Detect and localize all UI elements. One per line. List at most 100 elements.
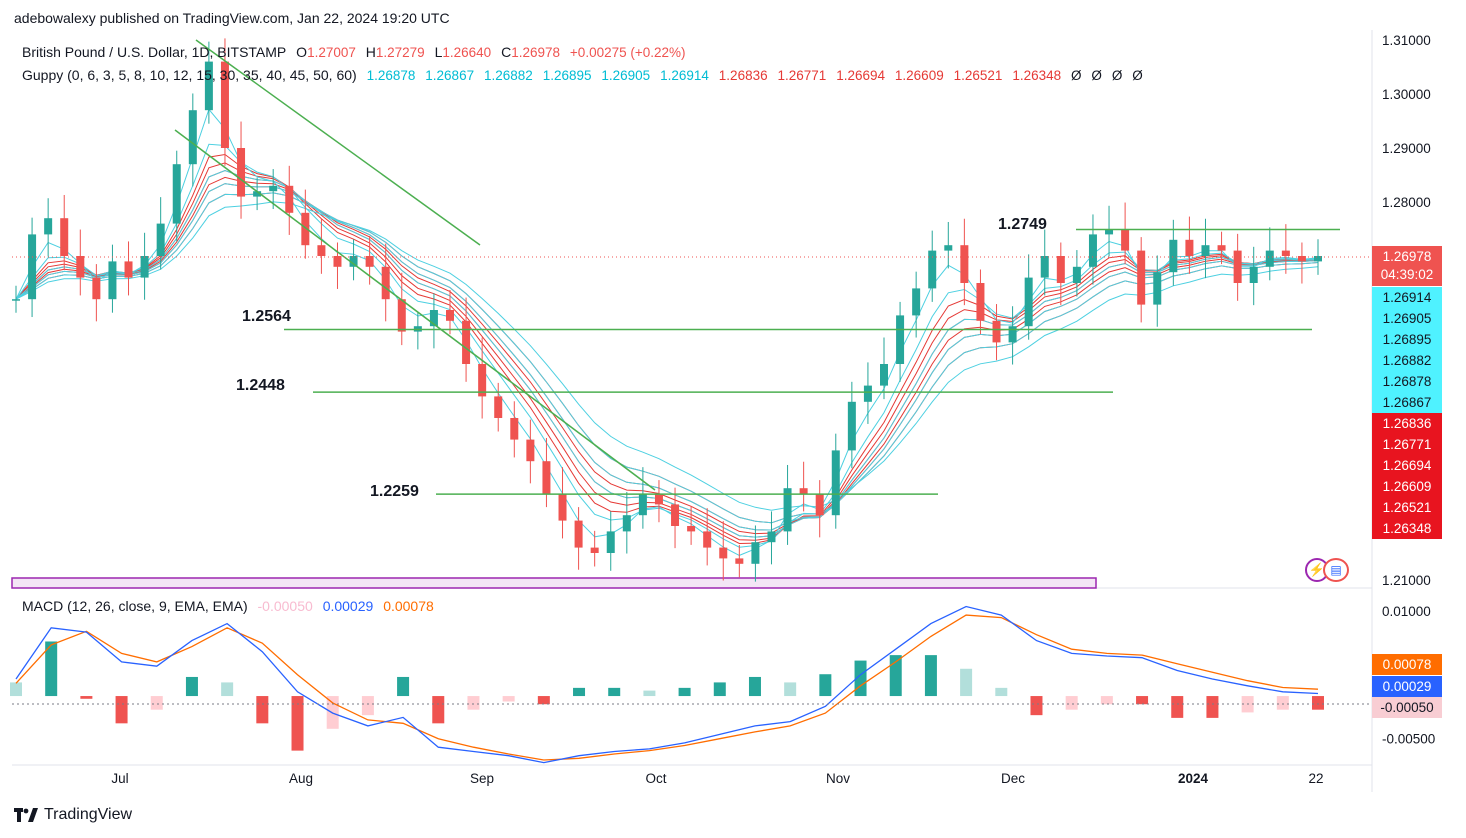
candle-body xyxy=(108,261,117,300)
candle-body xyxy=(44,218,53,235)
candle-body xyxy=(381,266,390,300)
macd-histogram-bar xyxy=(80,696,93,699)
time-tick-label: Dec xyxy=(1001,771,1025,786)
level-label-1-2564: 1.2564 xyxy=(242,308,291,325)
us-flag-icon[interactable]: ▤ xyxy=(1323,558,1349,582)
macd-histogram-bar xyxy=(1030,696,1043,716)
guppy-fast-price-tag: 1.26905 xyxy=(1372,308,1442,329)
candle-body xyxy=(204,61,213,111)
macd-hist-tag: -0.00050 xyxy=(1372,697,1442,718)
tradingview-logo-icon xyxy=(14,808,38,822)
macd-histogram-bar xyxy=(361,696,374,716)
candle-body xyxy=(1056,256,1065,283)
candle-body xyxy=(237,148,246,197)
ohlc-low: L1.26640 xyxy=(435,44,492,60)
macd-signal-value: 0.00078 xyxy=(383,598,434,614)
guppy-empty-value: Ø xyxy=(1071,68,1082,83)
guppy-fast-value: 1.26878 xyxy=(366,68,416,83)
candle-body xyxy=(28,234,37,300)
macd-histogram-bar xyxy=(221,682,234,697)
candle-body xyxy=(896,315,905,364)
candle-body xyxy=(783,488,792,532)
ohlc-close: C1.26978 xyxy=(501,44,560,60)
guppy-slow-value: 1.26836 xyxy=(718,68,768,83)
candle-body xyxy=(1121,229,1130,251)
close-value: 1.26978 xyxy=(511,45,561,60)
guppy-fast-value: 1.26914 xyxy=(660,68,709,83)
macd-histogram-bar xyxy=(995,687,1008,697)
guppy-slow-price-tag: 1.26694 xyxy=(1372,455,1442,476)
macd-signal-tag: 0.00078 xyxy=(1372,654,1442,675)
candle-body xyxy=(574,520,583,548)
macd-histogram-bar xyxy=(889,655,902,697)
price-tick-label: 1.31000 xyxy=(1382,33,1431,48)
candle-body xyxy=(912,288,921,316)
candle-body xyxy=(815,493,824,516)
guppy-fast-price-tag: 1.26867 xyxy=(1372,392,1442,413)
guppy-slow-price-tag: 1.26348 xyxy=(1372,518,1442,539)
macd-legend[interactable]: MACD (12, 26, close, 9, EMA, EMA) -0.000… xyxy=(22,598,434,614)
candle-body xyxy=(863,385,872,402)
macd-histogram-bar xyxy=(10,682,22,697)
candle-body xyxy=(60,218,69,256)
time-tick-label: 22 xyxy=(1308,771,1323,786)
guppy-fast-price-tag: 1.26878 xyxy=(1372,371,1442,392)
candle-body xyxy=(1281,250,1290,256)
guppy-slow-value: 1.26694 xyxy=(836,68,886,83)
guppy-fast-price-tag: 1.26895 xyxy=(1372,329,1442,350)
candle-body xyxy=(220,61,229,148)
candle-body xyxy=(526,439,535,462)
time-tick-label: Nov xyxy=(826,771,850,786)
macd-histogram-bar xyxy=(502,696,515,702)
candle-body xyxy=(172,164,181,224)
guppy-fast-line xyxy=(15,143,1319,548)
candle-body xyxy=(12,299,20,301)
candle-body xyxy=(429,310,438,327)
guppy-slow-price-tag: 1.26521 xyxy=(1372,497,1442,518)
macd-histogram-bar xyxy=(854,660,867,697)
macd-histogram-bar xyxy=(784,682,797,697)
range-box xyxy=(11,577,1097,589)
guppy-slow-value: 1.26609 xyxy=(894,68,944,83)
candle-body xyxy=(1137,250,1146,305)
symbol-legend[interactable]: British Pound / U.S. Dollar, 1D, BITSTAM… xyxy=(22,44,692,60)
macd-histogram-bar xyxy=(960,668,973,697)
candle-body xyxy=(92,277,101,300)
candle-body xyxy=(1088,234,1097,267)
macd-histogram-bar xyxy=(1065,696,1078,710)
macd-line-tag: 0.00029 xyxy=(1372,676,1442,697)
candle-body xyxy=(799,488,808,494)
bar-countdown: 04:39:02 xyxy=(1380,267,1434,282)
macd-histogram-bar xyxy=(397,676,410,697)
guppy-slow-value: 1.26521 xyxy=(953,68,1003,83)
macd-histogram-bar xyxy=(1136,696,1149,705)
price-tick-label: 1.29000 xyxy=(1382,141,1431,156)
candle-body xyxy=(751,542,760,564)
ohlc-open: O1.27007 xyxy=(296,44,356,60)
candle-body xyxy=(76,256,85,278)
macd-histogram-bar xyxy=(573,687,586,697)
macd-hist-value: -0.00050 xyxy=(257,598,313,614)
guppy-fast-value: 1.26895 xyxy=(542,68,592,83)
candle-body xyxy=(140,256,149,278)
macd-tick-label: -0.00500 xyxy=(1382,732,1435,747)
candle-body xyxy=(124,261,133,278)
guppy-legend[interactable]: Guppy (0, 6, 3, 5, 8, 10, 12, 15, 30, 35… xyxy=(22,67,1149,83)
candle-body xyxy=(558,493,567,521)
open-value: 1.27007 xyxy=(307,45,356,60)
candle-body xyxy=(333,256,342,267)
candle-body xyxy=(992,320,1001,343)
guppy-empty-value: Ø xyxy=(1132,68,1143,83)
chart-background xyxy=(12,30,1372,792)
macd-histogram-bar xyxy=(185,676,198,697)
tradingview-logo[interactable]: TradingView xyxy=(14,806,132,824)
candle-body xyxy=(317,245,326,256)
guppy-slow-price-tag: 1.26836 xyxy=(1372,413,1442,434)
candle-body xyxy=(156,223,165,256)
macd-histogram-bar xyxy=(819,674,832,697)
macd-line xyxy=(15,605,1319,764)
guppy-empty-value: Ø xyxy=(1111,68,1123,83)
guppy-fast-line xyxy=(15,201,1319,511)
ohlc-high: H1.27279 xyxy=(366,44,425,60)
